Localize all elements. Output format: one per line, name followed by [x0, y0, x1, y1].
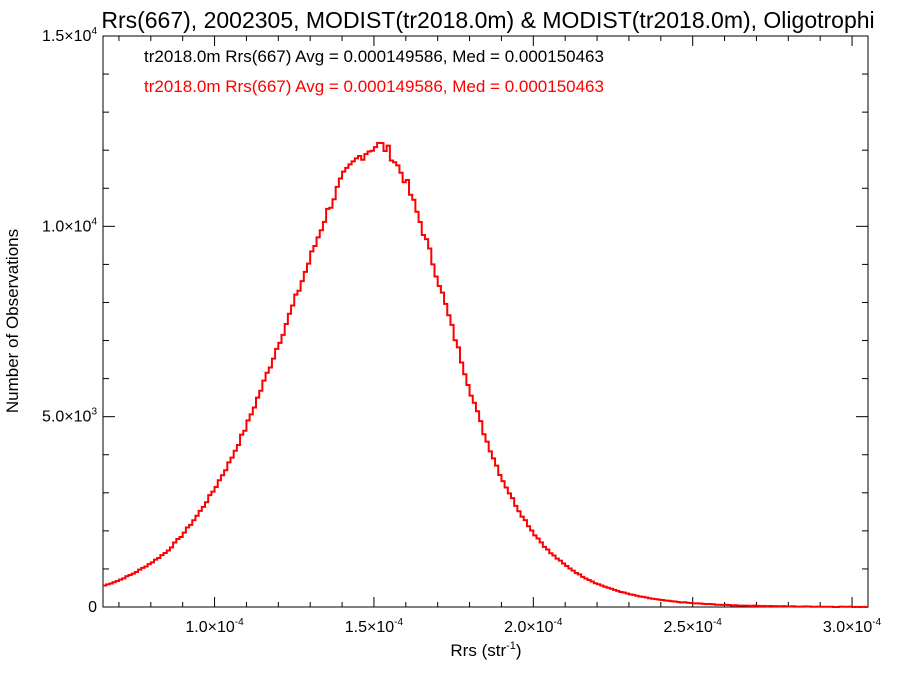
y-tick-label-mantissa: 0: [88, 599, 97, 616]
x-tick-label-exponent: -4: [713, 617, 722, 628]
y-tick-label-exponent: 3: [91, 407, 97, 418]
y-tick-label-mantissa: 1.0×10: [42, 218, 91, 235]
y-tick-label: 1.5×104: [42, 26, 97, 45]
histogram-series-line: [103, 141, 868, 608]
x-tick-label-mantissa: 2.5×10: [664, 619, 713, 636]
annotation-line-1: tr2018.0m Rrs(667) Avg = 0.000149586, Me…: [144, 47, 604, 66]
y-tick-label: 1.0×104: [42, 216, 97, 235]
x-tick-label-exponent: -4: [394, 617, 403, 628]
x-axis-label-exponent: -1: [506, 640, 516, 652]
x-tick-label-mantissa: 1.0×10: [185, 619, 234, 636]
y-tick-label: 5.0×103: [42, 407, 97, 426]
x-axis-label: Rrs (str-1): [450, 640, 521, 660]
x-tick-label: 1.5×10-4: [345, 617, 404, 636]
x-tick-label: 1.0×10-4: [185, 617, 244, 636]
y-tick-label: 0: [88, 599, 97, 616]
x-axis-label-main: Rrs (str: [450, 641, 506, 660]
x-tick-label: 3.0×10-4: [823, 617, 882, 636]
y-tick-label-exponent: 4: [91, 26, 97, 37]
y-axis-label: Number of Observations: [3, 229, 22, 413]
x-tick-label-mantissa: 1.5×10: [345, 619, 394, 636]
x-axis-label-end: ): [516, 641, 522, 660]
x-tick-label-mantissa: 3.0×10: [823, 619, 872, 636]
y-tick-label-mantissa: 5.0×10: [42, 409, 91, 426]
plot-frame: [102, 35, 869, 608]
annotation-line-2: tr2018.0m Rrs(667) Avg = 0.000149586, Me…: [144, 77, 604, 96]
y-tick-label-mantissa: 1.5×10: [42, 28, 91, 45]
chart-title: Rrs(667), 2002305, MODIST(tr2018.0m) & M…: [101, 7, 874, 33]
x-tick-label-exponent: -4: [872, 617, 881, 628]
x-tick-label: 2.5×10-4: [664, 617, 723, 636]
x-tick-label-exponent: -4: [554, 617, 563, 628]
plot-area: 1.0×10-4 1.5×10-4 2.0×10-4 2.5×10-4 3.0×10-4…: [42, 26, 882, 636]
x-tick-label-exponent: -4: [235, 617, 244, 628]
y-tick-label-exponent: 4: [91, 216, 97, 227]
x-tick-label-mantissa: 2.0×10: [504, 619, 553, 636]
x-tick-label: 2.0×10-4: [504, 617, 563, 636]
